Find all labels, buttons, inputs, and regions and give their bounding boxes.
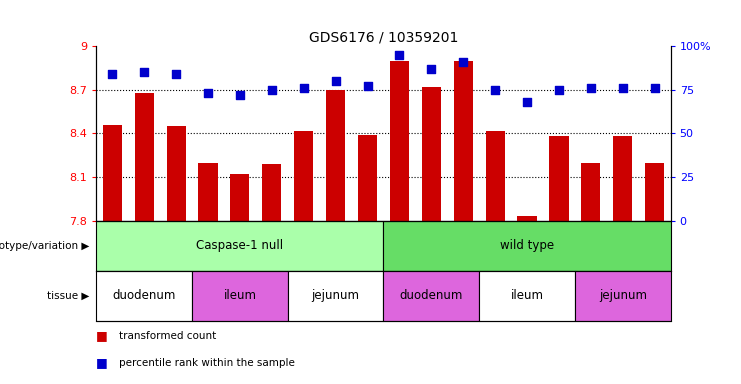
Bar xyxy=(326,90,345,221)
Bar xyxy=(485,131,505,221)
Point xyxy=(553,87,565,93)
Bar xyxy=(422,87,441,221)
Text: transformed count: transformed count xyxy=(119,331,216,341)
Point xyxy=(617,85,628,91)
Bar xyxy=(613,136,632,221)
Bar xyxy=(549,136,568,221)
Point xyxy=(107,71,119,77)
Bar xyxy=(192,271,288,321)
Text: percentile rank within the sample: percentile rank within the sample xyxy=(119,358,294,368)
Bar xyxy=(135,93,153,221)
Text: ileum: ileum xyxy=(511,289,544,302)
Text: duodenum: duodenum xyxy=(113,289,176,302)
Bar xyxy=(384,221,671,271)
Point xyxy=(521,99,533,105)
Point xyxy=(170,71,182,77)
Point xyxy=(425,66,437,72)
Text: jejunum: jejunum xyxy=(312,289,359,302)
Text: duodenum: duodenum xyxy=(399,289,463,302)
Text: tissue ▶: tissue ▶ xyxy=(47,291,89,301)
Bar xyxy=(288,271,384,321)
Point xyxy=(648,85,660,91)
Point xyxy=(330,78,342,84)
Bar xyxy=(384,271,479,321)
Text: Caspase-1 null: Caspase-1 null xyxy=(196,239,284,252)
Bar xyxy=(294,131,313,221)
Bar xyxy=(581,162,600,221)
Bar xyxy=(645,162,664,221)
Bar xyxy=(262,164,282,221)
Bar xyxy=(358,135,377,221)
Point xyxy=(139,69,150,75)
Text: ■: ■ xyxy=(96,329,108,343)
Point xyxy=(362,83,373,89)
Point xyxy=(298,85,310,91)
Point xyxy=(266,87,278,93)
Bar xyxy=(479,271,575,321)
Point xyxy=(457,59,469,65)
Bar xyxy=(453,61,473,221)
Bar xyxy=(103,125,122,221)
Text: ileum: ileum xyxy=(223,289,256,302)
Bar xyxy=(390,61,409,221)
Bar xyxy=(230,174,250,221)
Bar xyxy=(96,221,384,271)
Text: ■: ■ xyxy=(96,356,108,369)
Point xyxy=(202,90,214,96)
Bar xyxy=(167,126,186,221)
Point xyxy=(393,52,405,58)
Text: genotype/variation ▶: genotype/variation ▶ xyxy=(0,241,89,251)
Bar xyxy=(575,271,671,321)
Text: jejunum: jejunum xyxy=(599,289,647,302)
Title: GDS6176 / 10359201: GDS6176 / 10359201 xyxy=(309,31,458,45)
Point xyxy=(234,92,246,98)
Text: wild type: wild type xyxy=(500,239,554,252)
Point xyxy=(585,85,597,91)
Point xyxy=(489,87,501,93)
Bar xyxy=(96,271,192,321)
Bar xyxy=(517,217,536,221)
Bar xyxy=(199,162,218,221)
